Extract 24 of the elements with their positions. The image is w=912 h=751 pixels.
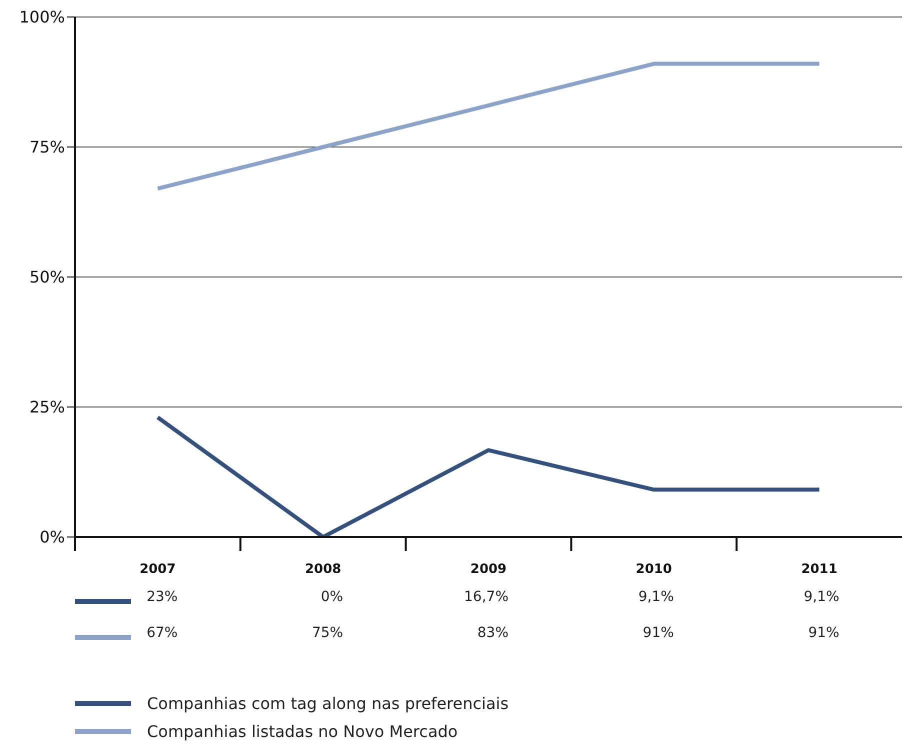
data-label: 23% — [146, 589, 178, 605]
x-tick-label: 2010 — [636, 562, 672, 577]
y-tick-label: 75% — [29, 138, 65, 157]
data-label: 16,7% — [464, 589, 508, 605]
data-label: 91% — [808, 625, 840, 641]
y-tick-label: 25% — [29, 398, 65, 417]
x-tick-label: 2009 — [470, 562, 507, 577]
data-label: 75% — [312, 625, 344, 641]
legend-label: Companhias listadas no Novo Mercado — [147, 722, 458, 740]
data-label: 67% — [146, 625, 178, 641]
x-tick-label: 2011 — [801, 562, 838, 577]
data-label: 0% — [320, 589, 344, 605]
x-tick-label: 2007 — [140, 562, 176, 577]
y-tick-label: 100% — [19, 8, 65, 27]
data-label: 9,1% — [638, 589, 674, 605]
data-label: 91% — [642, 625, 674, 641]
x-tick-label: 2008 — [305, 562, 342, 577]
data-label: 83% — [477, 625, 508, 641]
legend-label: Companhias com tag along nas preferenciais — [147, 694, 509, 712]
data-label: 9,1% — [804, 589, 840, 605]
line-series — [156, 415, 822, 537]
y-tick-label: 50% — [29, 268, 65, 287]
line-series — [156, 62, 822, 191]
y-tick-label: 0% — [40, 528, 65, 547]
